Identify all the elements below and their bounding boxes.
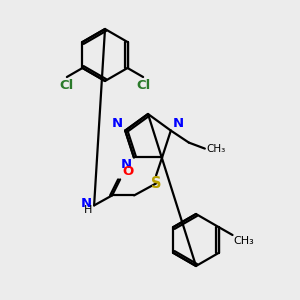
Text: S: S — [151, 176, 161, 191]
Text: N: N — [173, 117, 184, 130]
Text: CH₃: CH₃ — [207, 144, 226, 154]
Text: CH₃: CH₃ — [233, 236, 254, 246]
Text: N: N — [121, 158, 132, 171]
Text: H: H — [84, 206, 92, 215]
Text: N: N — [112, 117, 123, 130]
Text: O: O — [122, 165, 134, 178]
Text: Cl: Cl — [136, 79, 150, 92]
Text: Cl: Cl — [60, 79, 74, 92]
Text: N: N — [81, 197, 92, 210]
